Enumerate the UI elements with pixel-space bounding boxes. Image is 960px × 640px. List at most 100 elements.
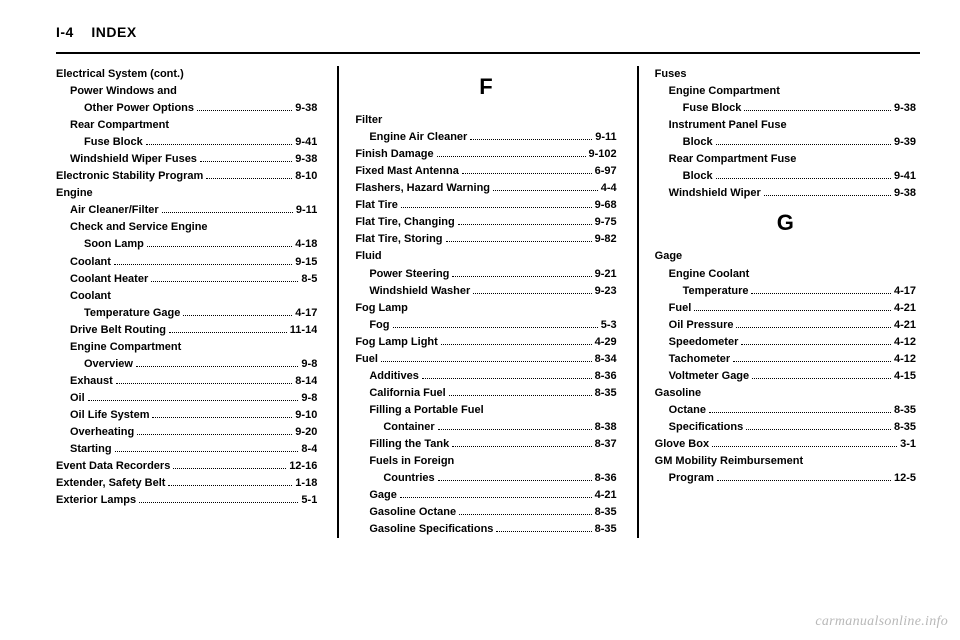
entry-label: Tachometer — [669, 351, 731, 368]
entry-page: 9-41 — [295, 134, 317, 151]
index-entry: Fuel4-21 — [655, 300, 916, 317]
index-entry: Electronic Stability Program8-10 — [56, 168, 317, 185]
index-entry: Power Steering9-21 — [355, 266, 616, 283]
entry-page: 4-15 — [894, 368, 916, 385]
entry-page: 8-5 — [301, 271, 317, 288]
leader-dots — [709, 412, 891, 413]
entry-label: Gage — [655, 248, 683, 265]
index-entry: Engine Compartment — [56, 339, 317, 356]
entry-label: Gasoline Octane — [369, 504, 456, 521]
entry-label: Octane — [669, 402, 706, 419]
entry-page: 9-38 — [894, 185, 916, 202]
index-entry: Fog Lamp Light4-29 — [355, 334, 616, 351]
entry-page: 3-1 — [900, 436, 916, 453]
entry-label: Engine Air Cleaner — [369, 129, 467, 146]
entry-label: Temperature — [683, 283, 749, 300]
entry-label: Power Steering — [369, 266, 449, 283]
entry-page: 9-11 — [296, 202, 317, 219]
entry-label: Filling the Tank — [369, 436, 449, 453]
entry-page: 4-21 — [595, 487, 617, 504]
index-entry: Program12-5 — [655, 470, 916, 487]
entry-page: 12-5 — [894, 470, 916, 487]
index-entry: Fog5-3 — [355, 317, 616, 334]
index-entry: Glove Box3-1 — [655, 436, 916, 453]
index-entry: Check and Service Engine — [56, 219, 317, 236]
index-entry: Coolant Heater 8-5 — [56, 271, 317, 288]
index-entry: Exhaust8-14 — [56, 373, 317, 390]
index-entry: Fog Lamp — [355, 300, 616, 317]
leader-dots — [462, 173, 592, 174]
entry-label: Oil Life System — [70, 407, 149, 424]
entry-label: Other Power Options — [84, 100, 194, 117]
entry-page: 8-34 — [595, 351, 617, 368]
leader-dots — [146, 144, 293, 145]
index-entry: Windshield Wiper Fuses9-38 — [56, 151, 317, 168]
entry-page: 9-8 — [301, 356, 317, 373]
column-1: Electrical System (cont.)Power Windows a… — [56, 66, 321, 538]
entry-label: Extender, Safety Belt — [56, 475, 165, 492]
index-entry: California Fuel8-35 — [355, 385, 616, 402]
leader-dots — [473, 293, 591, 294]
leader-dots — [744, 110, 891, 111]
leader-dots — [717, 480, 891, 481]
leader-dots — [493, 190, 598, 191]
entry-page: 9-23 — [595, 283, 617, 300]
entry-page: 4-17 — [894, 283, 916, 300]
entry-label: Air Cleaner/Filter — [70, 202, 159, 219]
entry-label: Fog Lamp Light — [355, 334, 437, 351]
index-entry: Fuse Block9-41 — [56, 134, 317, 151]
index-entry: Instrument Panel Fuse — [655, 117, 916, 134]
leader-dots — [114, 264, 292, 265]
entry-label: Overview — [84, 356, 133, 373]
entry-page: 5-1 — [301, 492, 317, 509]
index-entry: Fluid — [355, 248, 616, 265]
entry-label: Additives — [369, 368, 419, 385]
entry-label: Soon Lamp — [84, 236, 144, 253]
entry-label: Temperature Gage — [84, 305, 180, 322]
index-entry: Container8-38 — [355, 419, 616, 436]
entry-label: Fixed Mast Antenna — [355, 163, 459, 180]
index-entry: Specifications8-35 — [655, 419, 916, 436]
index-entry: Fuses — [655, 66, 916, 83]
header-rule — [56, 52, 920, 54]
entry-page: 8-36 — [595, 368, 617, 385]
entry-label: Coolant Heater — [70, 271, 148, 288]
leader-dots — [437, 156, 586, 157]
entry-label: Flat Tire — [355, 197, 398, 214]
entry-label: Power Windows and — [70, 83, 177, 100]
leader-dots — [183, 315, 292, 316]
entry-page: 4-17 — [295, 305, 317, 322]
page-header: I-4 INDEX — [56, 24, 920, 40]
leader-dots — [438, 429, 592, 430]
index-entry: Starting 8-4 — [56, 441, 317, 458]
index-entry: Windshield Washer9-23 — [355, 283, 616, 300]
index-entry: Coolant9-15 — [56, 254, 317, 271]
leader-dots — [147, 246, 292, 247]
index-entry: Flat Tire9-68 — [355, 197, 616, 214]
entry-label: Fluid — [355, 248, 381, 265]
entry-label: Starting — [70, 441, 112, 458]
leader-dots — [136, 366, 299, 367]
leader-dots — [459, 514, 591, 515]
leader-dots — [116, 383, 293, 384]
entry-label: Specifications — [669, 419, 744, 436]
entry-label: Electrical System (cont.) — [56, 66, 184, 83]
entry-page: 9-75 — [595, 214, 617, 231]
entry-page: 8-4 — [301, 441, 317, 458]
index-entry: Rear Compartment — [56, 117, 317, 134]
column-3-content: FusesEngine CompartmentFuse Block9-38Ins… — [655, 66, 920, 487]
leader-dots — [401, 207, 592, 208]
entry-page: 9-15 — [295, 254, 317, 271]
entry-label: Coolant — [70, 288, 111, 305]
leader-dots — [200, 161, 292, 162]
section-letter: G — [655, 206, 916, 240]
entry-page: 8-37 — [595, 436, 617, 453]
index-entry: Engine Air Cleaner9-11 — [355, 129, 616, 146]
leader-dots — [115, 451, 299, 452]
leader-dots — [438, 480, 592, 481]
entry-page: 8-38 — [595, 419, 617, 436]
entry-page: 9-102 — [589, 146, 617, 163]
index-entry: Oil Life System9-10 — [56, 407, 317, 424]
index-entry: Flat Tire, Changing9-75 — [355, 214, 616, 231]
entry-label: Flat Tire, Storing — [355, 231, 442, 248]
